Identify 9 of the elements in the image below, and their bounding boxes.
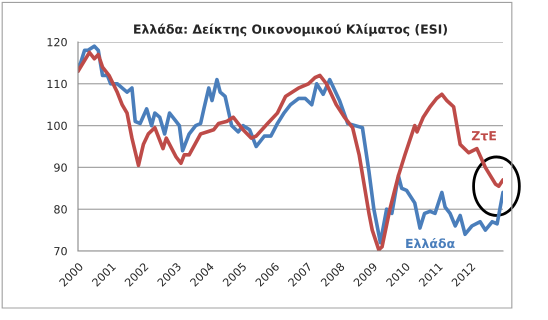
y-tick-label: 110: [48, 80, 67, 88]
y-tick-label: 80: [54, 205, 67, 214]
y-tick-label: 90: [54, 163, 67, 172]
y-tick-label: 120: [48, 38, 67, 46]
y-tick-label: 70: [54, 246, 67, 256]
y-tick-label: 100: [48, 122, 67, 130]
chart-title: Ελλάδα: Δείκτης Οικονομικού Κλίματος (ESI): [134, 24, 447, 36]
series-label: Ελλάδα: [406, 238, 455, 248]
series-label: ΖτΕ: [472, 131, 496, 140]
